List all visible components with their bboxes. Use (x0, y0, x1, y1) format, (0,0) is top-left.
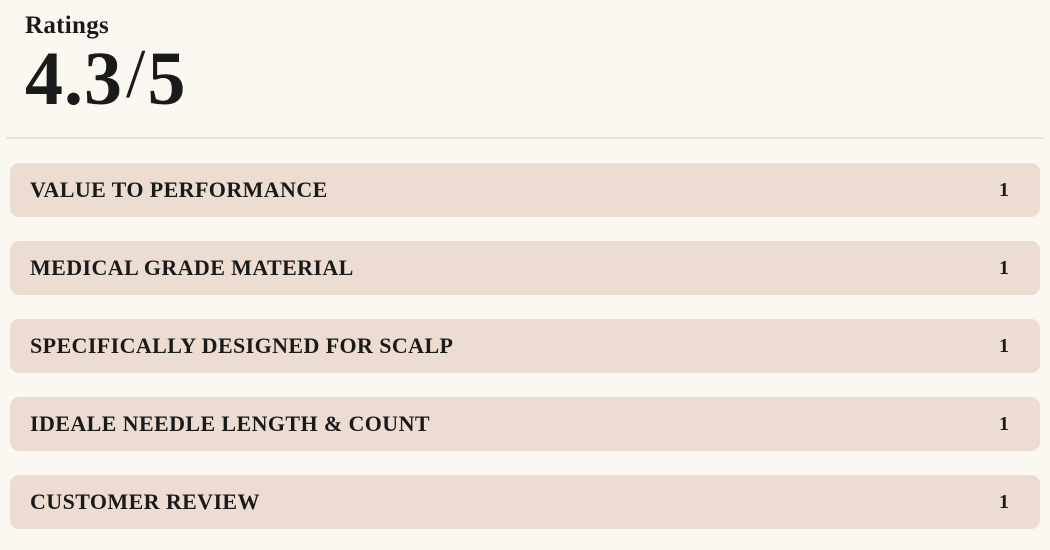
category-count: 1 (999, 490, 1009, 513)
category-label: MEDICAL GRADE MATERIAL (30, 255, 354, 281)
ratings-heading: Ratings (25, 12, 110, 39)
score-max: 5 (147, 36, 187, 121)
score-separator: / (126, 35, 147, 113)
category-label: CUSTOMER REVIEW (30, 489, 260, 515)
category-count: 1 (999, 178, 1009, 201)
rating-category-row[interactable]: VALUE TO PERFORMANCE 1 (10, 163, 1040, 218)
category-label: SPECIFICALLY DESIGNED FOR SCALP (30, 333, 454, 359)
category-label: IDEALE NEEDLE LENGTH & COUNT (30, 411, 430, 437)
rating-category-row[interactable]: MEDICAL GRADE MATERIAL 1 (10, 241, 1040, 296)
rating-category-row[interactable]: CUSTOMER REVIEW 1 (10, 475, 1040, 530)
ratings-header: Ratings 4.3/5 (0, 0, 1050, 117)
category-count: 1 (999, 256, 1009, 279)
category-count: 1 (999, 334, 1009, 357)
overall-score: 4.3/5 (25, 39, 1050, 116)
score-value: 4.3 (25, 36, 123, 121)
category-count: 1 (999, 412, 1009, 435)
category-label: VALUE TO PERFORMANCE (30, 177, 328, 203)
rating-category-row[interactable]: SPECIFICALLY DESIGNED FOR SCALP 1 (10, 319, 1040, 374)
rating-categories-list: VALUE TO PERFORMANCE 1 MEDICAL GRADE MAT… (10, 163, 1040, 530)
rating-category-row[interactable]: IDEALE NEEDLE LENGTH & COUNT 1 (10, 397, 1040, 452)
header-divider (6, 137, 1044, 140)
